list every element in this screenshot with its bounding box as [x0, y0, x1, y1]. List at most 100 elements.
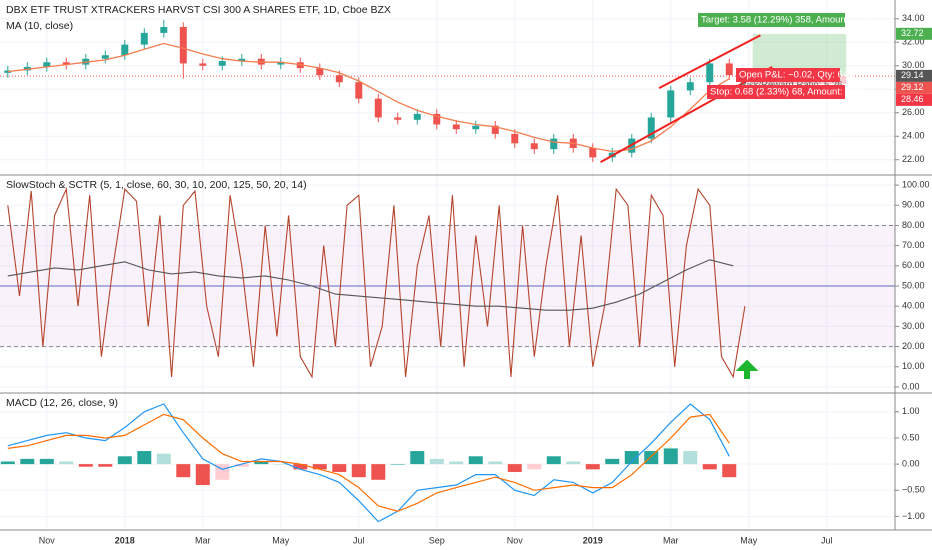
histogram-bar	[702, 464, 717, 470]
histogram-bar	[137, 451, 152, 465]
histogram-bar	[722, 464, 737, 478]
y-tick-label: 40.00	[902, 301, 925, 311]
x-tick-label: Mar	[195, 535, 211, 545]
price-label-bg	[896, 27, 932, 40]
histogram-bar	[410, 451, 425, 465]
x-tick-label: Mar	[663, 535, 679, 545]
candle-body	[199, 63, 207, 66]
price-label-bg	[896, 93, 932, 106]
ma-line	[7, 42, 730, 153]
price-label: 32.72	[901, 28, 924, 38]
x-tick-label: Nov	[507, 535, 524, 545]
macd-line	[7, 403, 730, 523]
y-tick-label: 32.00	[902, 37, 925, 47]
y-tick-label: 10.00	[902, 361, 925, 371]
histogram-bar	[527, 464, 542, 470]
pane-title: SlowStoch & SCTR (5, 1, close, 60, 30, 1…	[6, 179, 307, 191]
candle-body	[394, 117, 402, 120]
histogram-bar	[351, 464, 366, 478]
x-tick-label: 2019	[583, 535, 603, 545]
candle-body	[218, 61, 226, 66]
y-tick-label: 0.00	[902, 381, 920, 391]
target-label-bg	[698, 13, 845, 27]
x-tick-label: May	[740, 535, 758, 545]
legend-entry: MA (10, close)	[6, 20, 73, 32]
stop-label-bg	[707, 85, 845, 99]
y-tick-label: 24.00	[902, 131, 925, 141]
candle-body	[472, 125, 480, 130]
x-tick-label: May	[272, 535, 290, 545]
y-tick-label: 80.00	[902, 220, 925, 230]
histogram-bar	[195, 464, 210, 486]
y-tick-label: 100.00	[902, 179, 930, 189]
candle-body	[316, 68, 324, 76]
histogram-bar	[683, 451, 698, 465]
stop-label: Stop: 0.68 (2.33%) 68, Amount: 3961.4	[710, 87, 874, 98]
pane-title: MACD (12, 26, close, 9)	[6, 397, 118, 409]
y-tick-label: 1.00	[902, 406, 920, 416]
histogram-bar	[234, 464, 249, 467]
histogram-bar	[332, 464, 347, 472]
y-tick-label: 0.50	[902, 432, 920, 442]
candle-body	[140, 32, 148, 45]
candle-body	[43, 62, 51, 67]
open-pnl-bg	[736, 68, 840, 82]
histogram-bar	[624, 451, 639, 465]
y-tick-label: 20.00	[902, 341, 925, 351]
open-pnl-label: Open P&L: −0.02, Qty: 645	[739, 70, 853, 81]
candle-body	[589, 147, 597, 158]
histogram-bar	[156, 453, 171, 465]
histogram-bar	[293, 464, 308, 470]
candle-body	[413, 113, 421, 120]
y-tick-label: 50.00	[902, 280, 925, 290]
candle-body	[452, 124, 460, 130]
histogram-bar	[507, 464, 522, 472]
y-tick-label: 30.00	[902, 321, 925, 331]
candle-body	[433, 113, 441, 125]
price-label: 29.12	[901, 82, 924, 92]
x-tick-label: Jul	[821, 535, 833, 545]
price-label-bg	[896, 81, 932, 94]
histogram-bar	[546, 456, 561, 465]
price-label-bg	[896, 69, 932, 82]
candle-body	[121, 44, 129, 56]
trendline	[658, 34, 761, 89]
histogram-bar	[78, 464, 93, 467]
candle-body	[335, 75, 343, 83]
candle-body	[550, 138, 558, 150]
histogram-bar	[20, 458, 35, 465]
arrow-up	[735, 359, 759, 379]
x-tick-label: Nov	[39, 535, 56, 545]
histogram-bar	[39, 458, 54, 465]
histogram-bar	[59, 461, 74, 465]
candle-body	[511, 133, 519, 144]
histogram-bar	[273, 464, 288, 465]
macd-line	[7, 413, 730, 512]
candle-body	[686, 82, 694, 91]
y-tick-label: −0.50	[902, 485, 925, 495]
price-label: 28.46	[901, 94, 924, 104]
candle-body	[179, 27, 187, 64]
histogram-bar	[390, 464, 405, 465]
candle-body	[238, 58, 246, 62]
candle-body	[647, 117, 655, 139]
y-tick-label: 60.00	[902, 260, 925, 270]
pane-title: DBX ETF TRUST XTRACKERS HARVST CSI 300 A…	[6, 4, 391, 16]
candle-body	[4, 70, 12, 73]
histogram-bar	[0, 461, 15, 465]
trendline	[600, 66, 773, 163]
y-tick-label: 26.00	[902, 107, 925, 117]
histogram-bar	[644, 451, 659, 465]
y-tick-label: −1.00	[902, 511, 925, 521]
histogram-bar	[312, 464, 327, 470]
histogram-bar	[449, 461, 464, 465]
target-label: Target: 3.58 (12.29%) 358, Amount: 6709.	[701, 15, 877, 26]
x-tick-label: Sep	[429, 535, 445, 545]
histogram-bar	[663, 448, 678, 465]
x-tick-label: 2018	[115, 535, 135, 545]
candle-body	[530, 143, 538, 150]
marks-layer	[0, 19, 773, 523]
y-tick-label: 70.00	[902, 240, 925, 250]
